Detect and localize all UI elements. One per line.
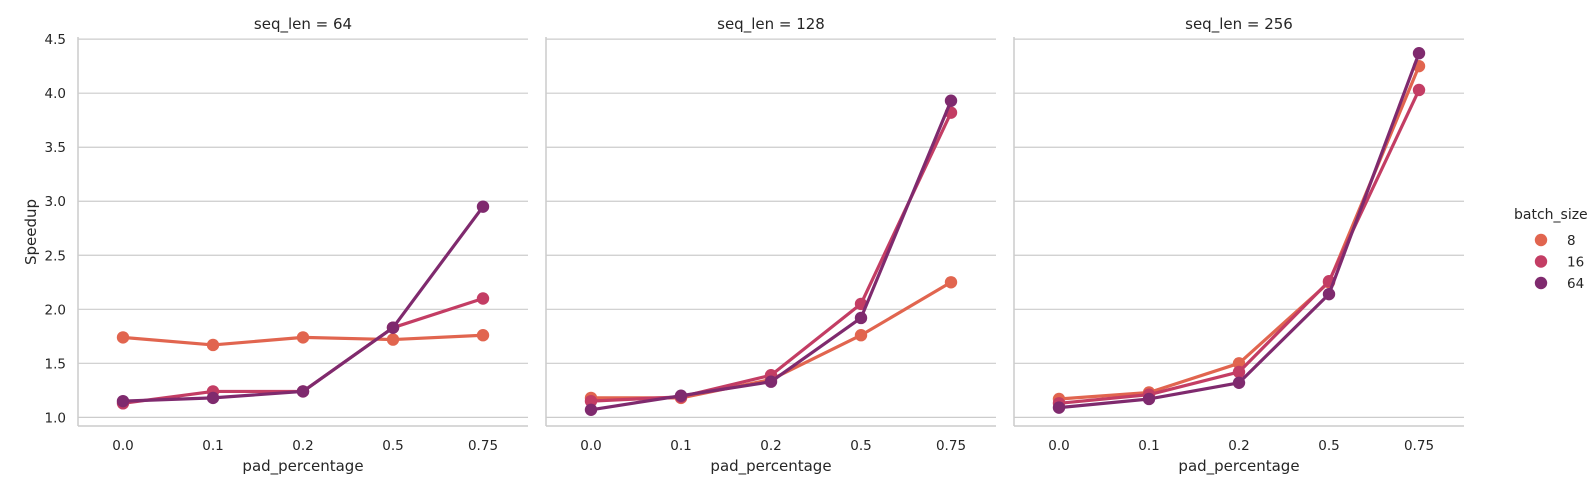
data-point bbox=[1232, 365, 1246, 379]
series-line bbox=[1058, 89, 1421, 405]
data-point bbox=[296, 385, 310, 398]
x-tick-label: 0.5 bbox=[1318, 438, 1339, 454]
data-point bbox=[476, 329, 490, 342]
series-64 bbox=[116, 200, 490, 408]
data-point bbox=[1142, 392, 1156, 406]
series-line bbox=[1058, 52, 1421, 410]
series-16 bbox=[584, 106, 958, 408]
y-tick-label: 4.0 bbox=[45, 86, 66, 102]
x-tick-label: 0.1 bbox=[202, 438, 223, 454]
data-point bbox=[584, 403, 598, 416]
y-tick-label: 2.0 bbox=[45, 302, 66, 318]
y-tick-label: 3.5 bbox=[45, 140, 66, 156]
x-tick-label: 0.2 bbox=[292, 438, 313, 454]
data-point bbox=[1322, 287, 1336, 301]
series-line bbox=[122, 205, 485, 403]
data-point bbox=[1412, 83, 1426, 97]
series-line bbox=[590, 111, 953, 403]
panel-title: seq_len = 128 bbox=[717, 15, 825, 34]
data-point bbox=[584, 394, 598, 408]
x-tick-label: 0.75 bbox=[468, 438, 498, 454]
data-point bbox=[944, 276, 958, 289]
data-point bbox=[296, 331, 310, 344]
series-8 bbox=[1052, 59, 1426, 406]
panel-title: seq_len = 64 bbox=[254, 15, 352, 34]
y-tick-label: 4.5 bbox=[45, 32, 66, 48]
panel-2: seq_len = 128 0.0 0.1 0.2 0.5 0.75 pad_percent… bbox=[545, 15, 996, 476]
x-tick-label: 0.5 bbox=[382, 438, 403, 454]
x-tick-label: 0.0 bbox=[580, 438, 601, 454]
data-point bbox=[944, 94, 958, 107]
x-axis-label: pad_percentage bbox=[242, 457, 363, 476]
data-point bbox=[116, 331, 130, 344]
data-point bbox=[386, 321, 400, 334]
x-tick-label: 0.0 bbox=[1048, 438, 1069, 454]
legend-label: 16 bbox=[1567, 255, 1584, 271]
series-line bbox=[1058, 65, 1421, 401]
legend-title: batch_size bbox=[1514, 207, 1588, 223]
data-point bbox=[764, 375, 778, 388]
panel-3: seq_len = 256 0.0 0.1 0.2 0.5 0.75 pad_percent… bbox=[1013, 15, 1464, 476]
data-point bbox=[1052, 401, 1066, 414]
y-tick-label: 1.0 bbox=[45, 410, 66, 426]
x-axis-label: pad_percentage bbox=[710, 457, 831, 476]
x-tick-label: 0.75 bbox=[1404, 438, 1434, 454]
series-64 bbox=[584, 94, 958, 416]
x-tick-label: 0.2 bbox=[760, 438, 781, 454]
legend-marker bbox=[1534, 255, 1548, 268]
x-tick-label: 0.1 bbox=[670, 438, 691, 454]
x-axis-label: pad_percentage bbox=[1178, 457, 1299, 476]
data-point bbox=[476, 292, 490, 305]
data-point bbox=[476, 200, 490, 213]
data-point bbox=[854, 311, 868, 325]
panel-1: seq_len = 64 1.0 1.5 2.0 2.5 3.0 3.5 4.0 4.5 0.0 0… bbox=[45, 15, 528, 476]
data-point bbox=[1232, 376, 1246, 389]
data-point bbox=[116, 394, 130, 408]
data-point bbox=[854, 329, 868, 342]
legend: batch_size 8 16 64 bbox=[1514, 207, 1588, 292]
legend-marker bbox=[1534, 276, 1548, 290]
x-tick-label: 0.5 bbox=[850, 438, 871, 454]
data-point bbox=[206, 391, 220, 405]
y-axis-label: Speedup bbox=[22, 199, 40, 265]
data-point bbox=[386, 333, 400, 346]
x-tick-label: 0.0 bbox=[112, 438, 133, 454]
panel-title: seq_len = 256 bbox=[1185, 15, 1293, 34]
x-tick-label: 0.1 bbox=[1138, 438, 1159, 454]
series-8 bbox=[116, 329, 490, 352]
legend-label: 8 bbox=[1567, 233, 1576, 249]
y-tick-label: 3.0 bbox=[45, 194, 66, 210]
data-point bbox=[1232, 357, 1246, 370]
x-tick-label: 0.2 bbox=[1228, 438, 1249, 454]
data-point bbox=[674, 389, 688, 402]
y-tick-label: 1.5 bbox=[45, 356, 66, 372]
legend-marker bbox=[1534, 233, 1548, 247]
y-tick-label: 2.5 bbox=[45, 248, 66, 264]
data-point bbox=[206, 338, 220, 352]
data-point bbox=[1412, 47, 1426, 60]
series-64 bbox=[1052, 47, 1426, 414]
x-tick-label: 0.75 bbox=[936, 438, 966, 454]
legend-label: 64 bbox=[1567, 276, 1584, 292]
